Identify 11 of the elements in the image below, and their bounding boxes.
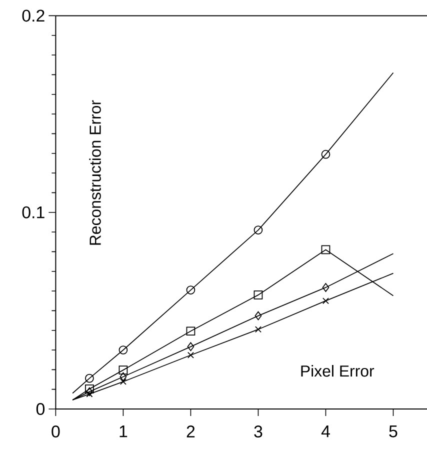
y-tick-label: 0 xyxy=(36,403,45,415)
x-tick-label: 1 xyxy=(120,426,128,438)
x-tick-label: 3 xyxy=(254,426,262,438)
x-tick-label: 5 xyxy=(389,426,398,438)
x-tick-label: 2 xyxy=(186,426,195,438)
y-tick-label: 0.2 xyxy=(22,10,44,22)
y-axis-title: Reconstruction Error xyxy=(89,100,101,245)
x-tick-label: 0 xyxy=(52,426,60,438)
y-tick-label: 0.1 xyxy=(22,206,44,218)
x-axis-title: Pixel Error xyxy=(301,365,374,377)
x-tick-label: 4 xyxy=(321,426,330,438)
